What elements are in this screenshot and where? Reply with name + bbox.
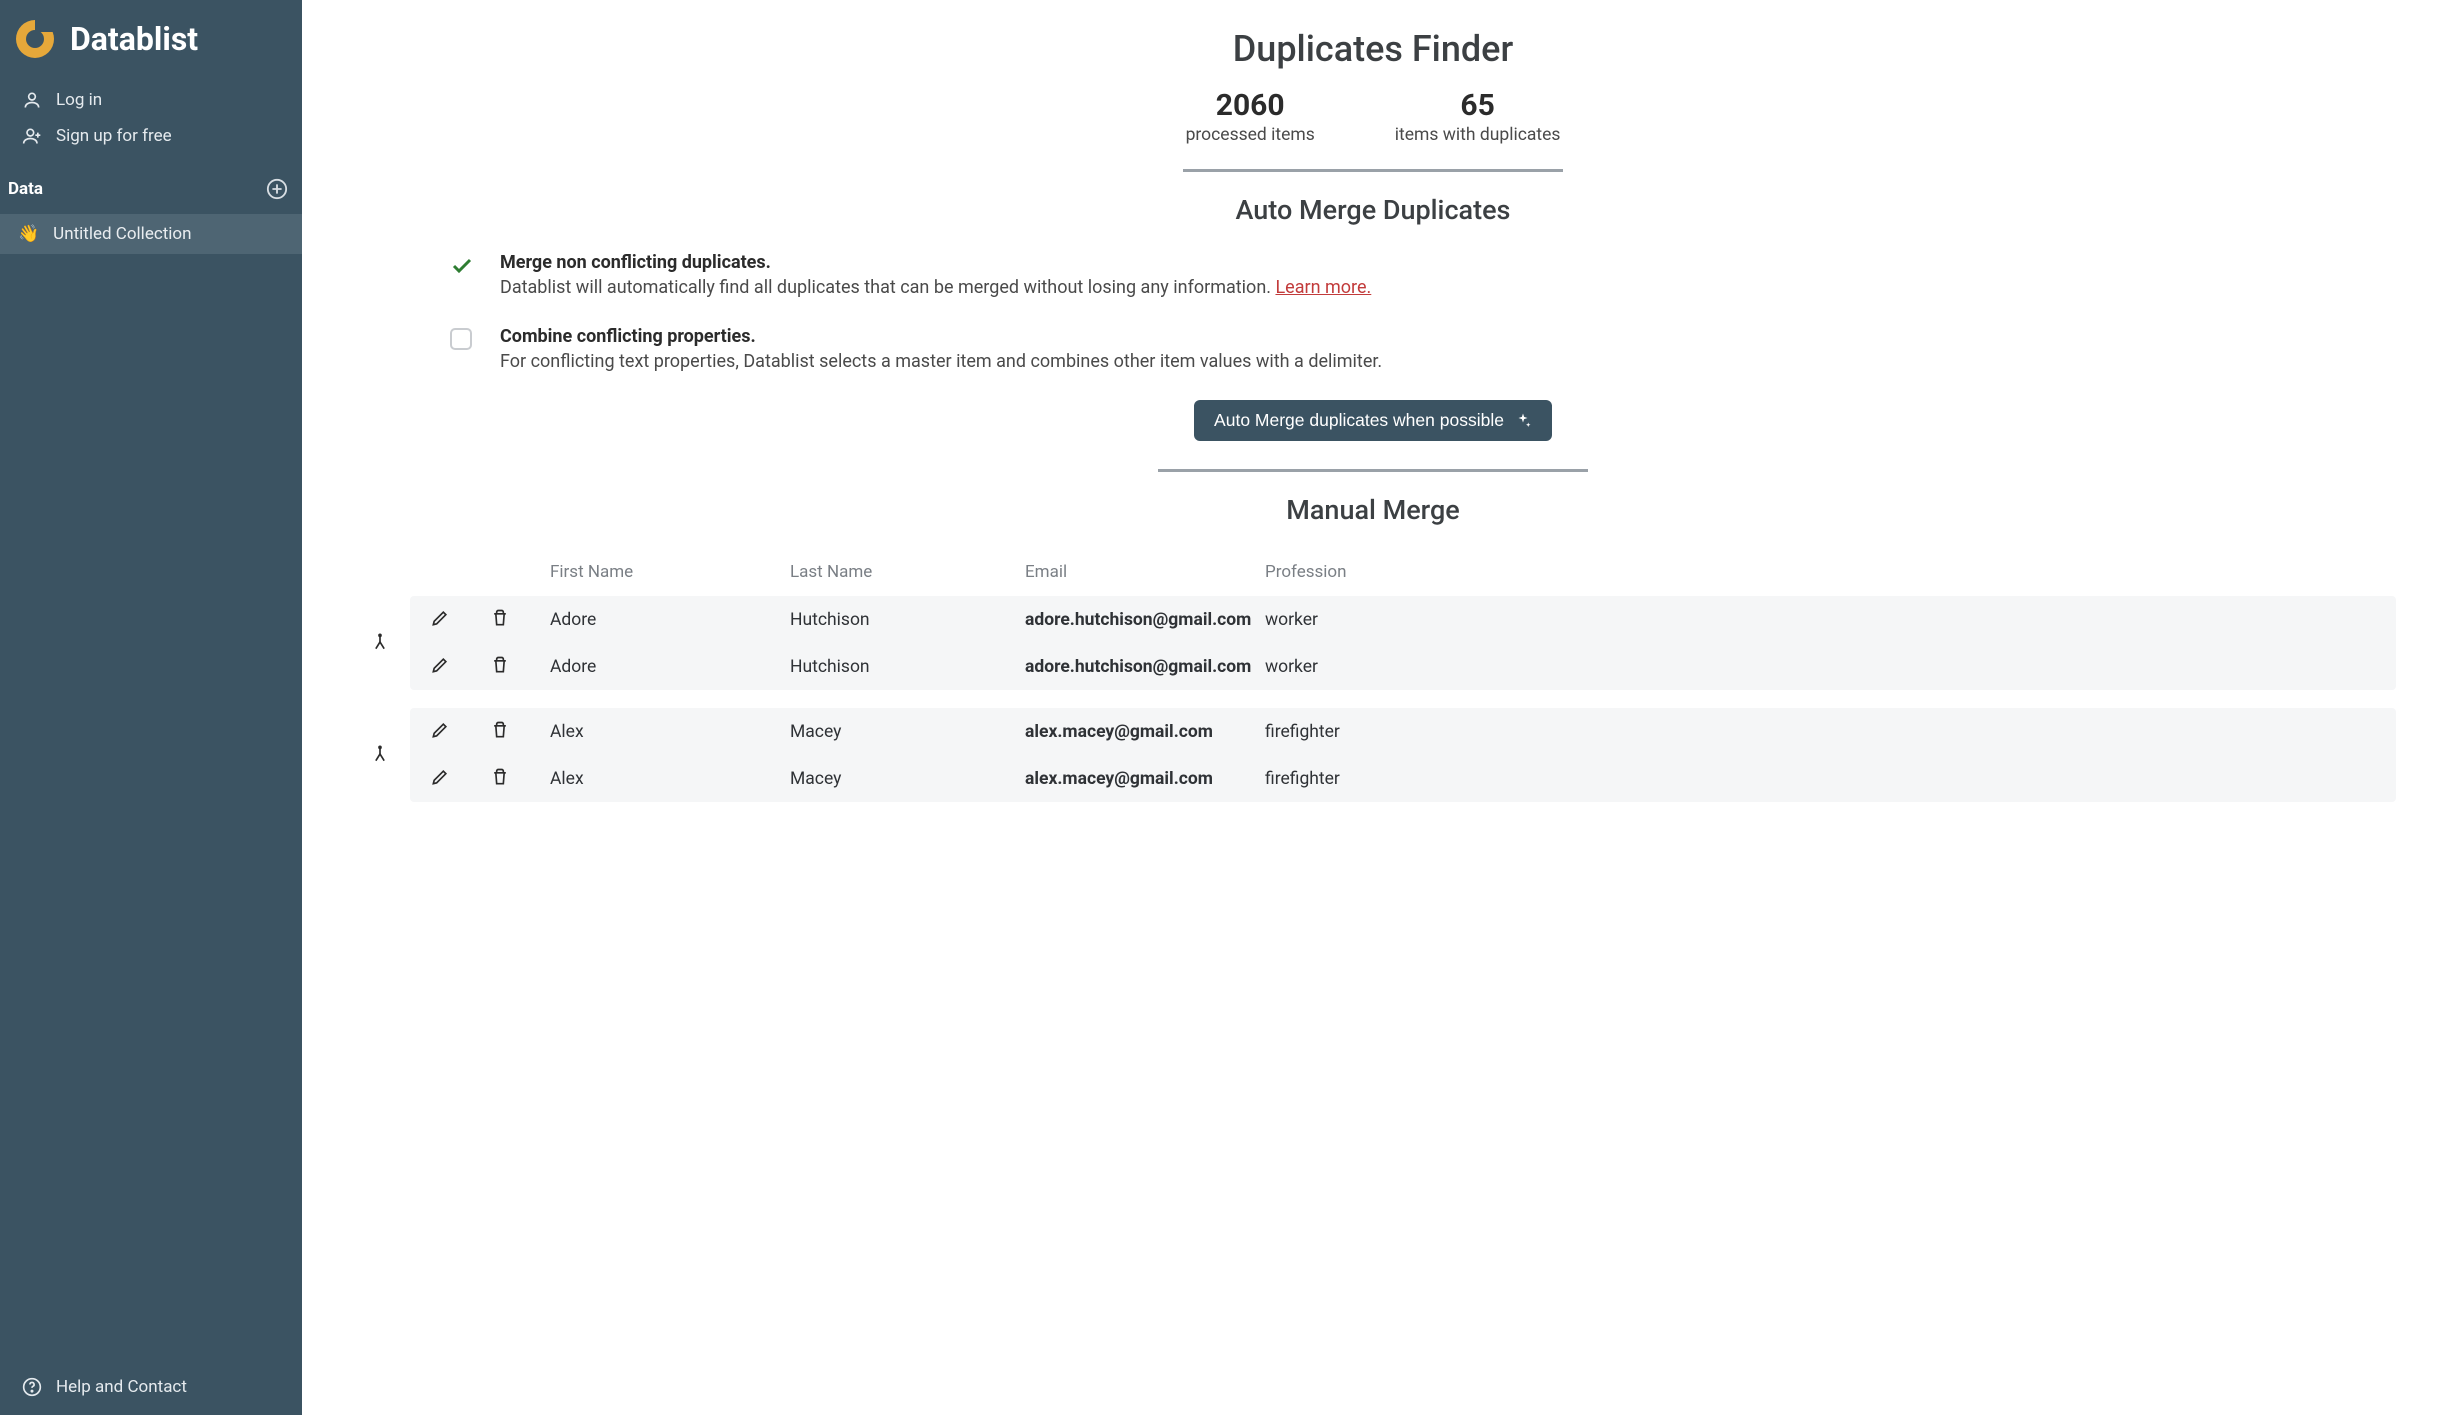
th-last-name: Last Name [770, 562, 1005, 582]
duplicate-group: AdoreHutchisonadore.hutchison@gmail.comw… [350, 596, 2396, 690]
th-profession: Profession [1245, 562, 2396, 582]
table-header: First Name Last Name Email Profession [350, 552, 2396, 596]
manual-merge-title: Manual Merge [350, 494, 2396, 526]
auto-merge-button-label: Auto Merge duplicates when possible [1214, 410, 1504, 431]
cell-email: alex.macey@gmail.com [1005, 722, 1245, 742]
cell-first-name: Alex [530, 769, 770, 789]
nav-list: Log in Sign up for free [0, 70, 302, 164]
cell-first-name: Adore [530, 657, 770, 677]
user-icon [22, 90, 42, 110]
data-section-label: Data [8, 179, 43, 199]
th-email: Email [1005, 562, 1245, 582]
edit-button[interactable] [426, 604, 454, 635]
option2-desc: For conflicting text properties, Databli… [500, 351, 2336, 372]
auto-merge-button[interactable]: Auto Merge duplicates when possible [1194, 400, 1552, 441]
signup-link[interactable]: Sign up for free [0, 118, 302, 154]
table-row: AdoreHutchisonadore.hutchison@gmail.comw… [410, 643, 2396, 690]
divider [1183, 169, 1563, 172]
auto-merge-title: Auto Merge Duplicates [350, 194, 2396, 226]
merge-button[interactable] [366, 628, 394, 659]
option1-title: Merge non conflicting duplicates. [500, 252, 2336, 273]
option-merge-nonconflicting: Merge non conflicting duplicates. Databl… [350, 252, 2396, 298]
cell-email: adore.hutchison@gmail.com [1005, 610, 1245, 630]
delete-button[interactable] [486, 716, 514, 747]
stats-row: 2060 processed items 65 items with dupli… [350, 88, 2396, 145]
delete-button[interactable] [486, 763, 514, 794]
login-link[interactable]: Log in [0, 82, 302, 118]
duplicates-table: First Name Last Name Email Profession Ad… [350, 552, 2396, 802]
cell-first-name: Adore [530, 610, 770, 630]
help-link[interactable]: Help and Contact [0, 1359, 302, 1415]
delete-button[interactable] [486, 604, 514, 635]
option2-title: Combine conflicting properties. [500, 326, 2336, 347]
cell-profession: firefighter [1245, 769, 2396, 789]
sidebar: Datablist Log in Sign up for free Data 👋… [0, 0, 302, 1415]
merge-button[interactable] [366, 740, 394, 771]
logo-icon [14, 18, 56, 60]
collection-emoji: 👋 [18, 224, 39, 244]
cell-profession: worker [1245, 657, 2396, 677]
data-section-header: Data [0, 164, 302, 214]
option-combine-conflicting: Combine conflicting properties. For conf… [350, 326, 2396, 372]
check-icon [450, 254, 474, 278]
add-collection-icon[interactable] [266, 178, 288, 200]
help-label: Help and Contact [56, 1377, 187, 1397]
table-row: AlexMaceyalex.macey@gmail.comfirefighter [410, 755, 2396, 802]
duplicate-group: AlexMaceyalex.macey@gmail.comfirefighter… [350, 708, 2396, 802]
combine-checkbox[interactable] [450, 328, 472, 350]
cell-last-name: Hutchison [770, 610, 1005, 630]
stat-processed-label: processed items [1186, 125, 1315, 145]
cell-last-name: Macey [770, 769, 1005, 789]
cell-last-name: Macey [770, 722, 1005, 742]
page-title: Duplicates Finder [350, 28, 2396, 70]
table-row: AlexMaceyalex.macey@gmail.comfirefighter [410, 708, 2396, 755]
help-icon [22, 1377, 42, 1397]
user-plus-icon [22, 126, 42, 146]
logo-text: Datablist [70, 20, 198, 58]
edit-button[interactable] [426, 763, 454, 794]
stat-duplicates-value: 65 [1395, 88, 1561, 123]
cell-first-name: Alex [530, 722, 770, 742]
stat-duplicates-label: items with duplicates [1395, 125, 1561, 145]
main-content: Duplicates Finder 2060 processed items 6… [302, 0, 2444, 1415]
learn-more-link[interactable]: Learn more. [1275, 277, 1371, 298]
divider [1158, 469, 1588, 472]
table-row: AdoreHutchisonadore.hutchison@gmail.comw… [410, 596, 2396, 643]
login-label: Log in [56, 90, 102, 110]
sidebar-item-collection[interactable]: 👋 Untitled Collection [0, 214, 302, 254]
cell-email: adore.hutchison@gmail.com [1005, 657, 1245, 677]
cell-profession: firefighter [1245, 722, 2396, 742]
stat-processed: 2060 processed items [1186, 88, 1315, 145]
logo: Datablist [0, 0, 302, 70]
sparkle-icon [1514, 412, 1532, 430]
signup-label: Sign up for free [56, 126, 172, 146]
cell-last-name: Hutchison [770, 657, 1005, 677]
th-first-name: First Name [530, 562, 770, 582]
delete-button[interactable] [486, 651, 514, 682]
stat-duplicates: 65 items with duplicates [1395, 88, 1561, 145]
option1-desc: Datablist will automatically find all du… [500, 277, 2336, 298]
cell-profession: worker [1245, 610, 2396, 630]
cell-email: alex.macey@gmail.com [1005, 769, 1245, 789]
edit-button[interactable] [426, 716, 454, 747]
collection-name: Untitled Collection [53, 224, 191, 244]
stat-processed-value: 2060 [1186, 88, 1315, 123]
edit-button[interactable] [426, 651, 454, 682]
